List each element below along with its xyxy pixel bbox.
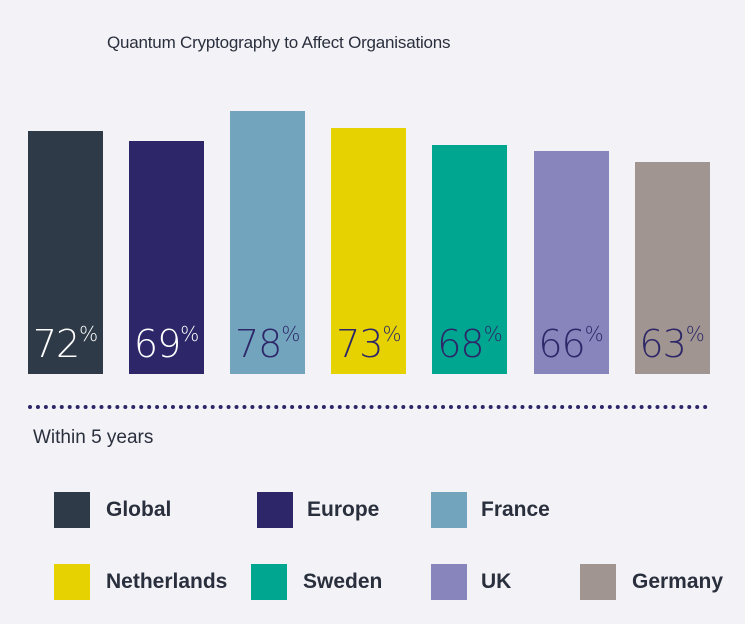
legend-swatch [54,492,90,528]
legend-label: Europe [307,498,380,521]
legend-swatch [257,492,293,528]
legend-label: UK [481,570,512,593]
bar-plot-area: 72% 69% 78% 73% 68% 66% 63% [28,111,710,374]
bar-france: 78% [230,111,306,374]
legend-swatch [431,492,467,528]
data-label: 72% [32,321,99,366]
x-axis-label: Within 5 years [33,427,154,448]
legend-label: Netherlands [106,570,228,593]
bar-germany: 63% [634,161,710,374]
data-label: 78% [235,322,301,366]
legend-swatch [580,564,616,600]
legend-swatch [54,564,90,600]
bar-global: 72% [28,131,103,374]
legend-swatch [251,564,287,600]
dotted-divider [28,405,708,409]
data-label: 63% [639,321,705,366]
data-label: 69% [133,321,200,366]
chart-title: Quantum Cryptography to Affect Organisat… [107,33,451,52]
legend-swatch [431,564,467,600]
bar-sweden: 68% [432,144,508,374]
data-label: 73% [336,321,402,366]
bar-europe: 69% [129,141,205,374]
data-label: 68% [437,321,503,366]
bar-uk: 66% [533,151,609,374]
legend-label: Global [106,498,172,521]
legend-label: France [481,498,550,521]
legend-label: Germany [632,570,724,593]
legend-label: Sweden [303,570,383,593]
data-label: 66% [538,321,604,366]
bar-netherlands: 73% [331,127,407,374]
